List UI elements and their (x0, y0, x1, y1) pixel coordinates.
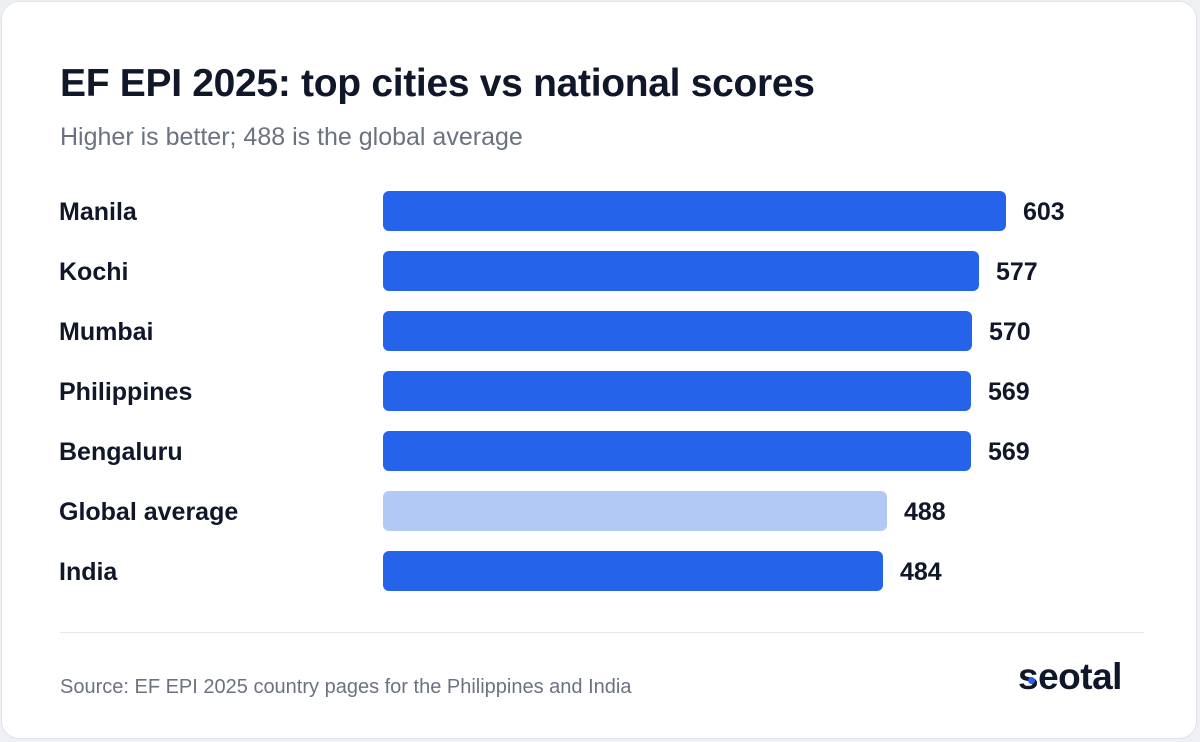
chart-title: EF EPI 2025: top cities vs national scor… (60, 62, 815, 105)
value-label: 569 (988, 438, 1030, 466)
value-label: 488 (904, 498, 946, 526)
brand-logo: seotal (1018, 656, 1122, 697)
category-label: Bengaluru (59, 438, 183, 466)
source-note: Source: EF EPI 2025 country pages for th… (60, 676, 632, 698)
bar-kochi (383, 251, 979, 291)
category-label: Global average (59, 498, 238, 526)
bar-mumbai (383, 311, 972, 351)
bar-bengaluru (383, 431, 971, 471)
logo-accent-dot (1028, 677, 1035, 684)
bar-manila (383, 191, 1006, 231)
value-label: 577 (996, 258, 1038, 286)
bar-global-average (383, 491, 887, 531)
category-label: Mumbai (59, 318, 153, 346)
category-label: India (59, 558, 118, 586)
bar-chart: Manila 603 Kochi 577 Mumbai 570 Philippines 569… (59, 191, 1065, 591)
category-label: Kochi (59, 258, 128, 286)
chart-subtitle: Higher is better; 488 is the global aver… (60, 123, 523, 151)
value-label: 570 (989, 318, 1031, 346)
footer-divider (60, 632, 1144, 633)
category-label: Philippines (59, 378, 192, 406)
value-label: 484 (900, 558, 942, 586)
value-label: 603 (1023, 198, 1065, 226)
category-label: Manila (59, 198, 138, 226)
bar-india (383, 551, 883, 591)
bar-philippines (383, 371, 971, 411)
value-label: 569 (988, 378, 1030, 406)
